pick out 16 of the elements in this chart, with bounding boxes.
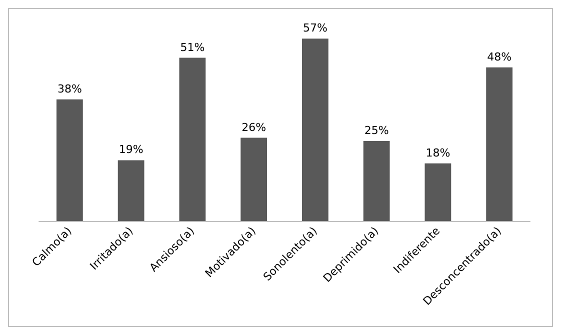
- data-label: 57%: [302, 22, 328, 35]
- data-label: 26%: [242, 120, 266, 134]
- data-label: 18%: [426, 146, 450, 160]
- bar: [240, 138, 268, 221]
- data-label: 25%: [364, 124, 389, 137]
- bar: [118, 160, 144, 221]
- data-label: 51%: [180, 40, 205, 54]
- bar: [424, 163, 452, 221]
- bar: [486, 67, 513, 221]
- bar: [302, 38, 328, 221]
- data-label: 48%: [487, 50, 512, 64]
- bar: [56, 99, 83, 221]
- bar: [363, 141, 390, 221]
- data-label: 19%: [118, 143, 144, 156]
- bar: [179, 58, 206, 221]
- data-label: 38%: [57, 82, 82, 96]
